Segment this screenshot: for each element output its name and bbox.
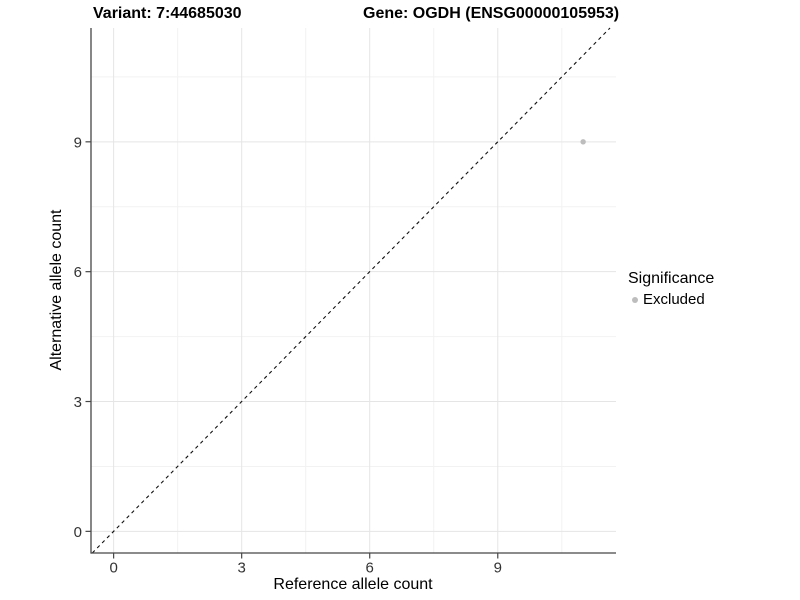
x-tick-label: 0 [109,560,117,577]
plot-title-variant: Variant: 7:44685030 [93,5,242,22]
plot-title-gene: Gene: OGDH (ENSG00000105953) [363,5,620,22]
y-tick-label: 6 [74,264,82,281]
y-axis-title: Alternative allele count [48,209,65,371]
legend-key-dot [632,296,638,303]
legend-item-excluded: Excluded [628,291,714,308]
identity-line-dashed [91,27,611,554]
legend-item-label: Excluded [643,291,705,308]
x-tick-label: 3 [237,560,245,577]
y-tick-label: 9 [74,134,82,151]
x-tick-label: 9 [494,560,502,577]
x-axis-title: Reference allele count [273,576,433,593]
legend-title: Significance [628,270,715,287]
legend: Significance Excluded [628,270,714,308]
y-tick-label: 3 [74,394,82,411]
data-point-excluded [580,139,586,145]
y-tick-label: 0 [74,524,82,541]
x-tick-label: 6 [366,560,374,577]
